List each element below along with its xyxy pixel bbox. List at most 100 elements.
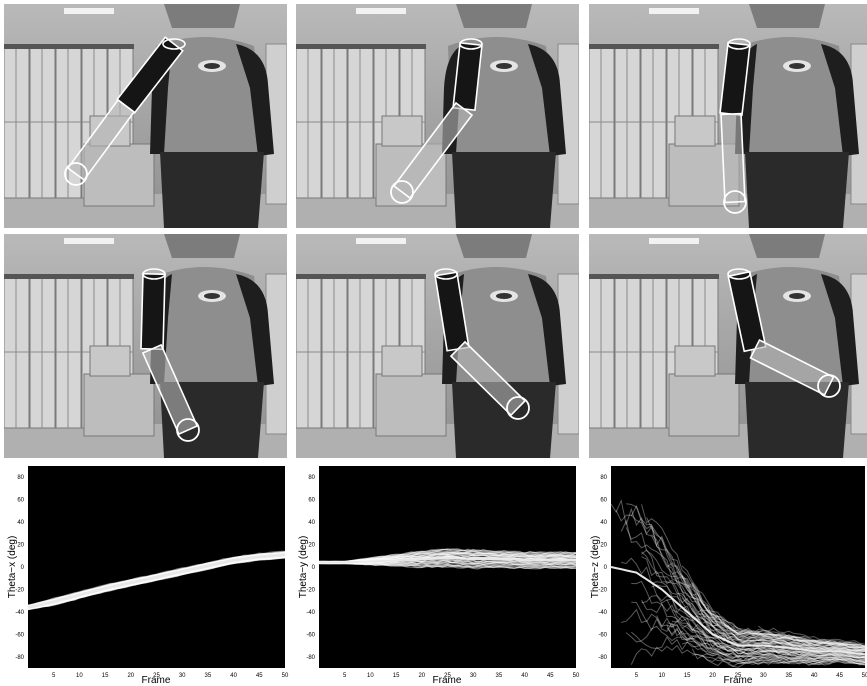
trace-line (319, 562, 577, 568)
trace-line (27, 556, 286, 610)
y-axis-label: Theta−z (deg) (590, 536, 601, 599)
mean-trace (27, 553, 286, 609)
trace-line (27, 552, 286, 607)
arm-model (434, 268, 530, 420)
trace-line (671, 615, 866, 659)
trace-line (641, 551, 866, 653)
trace-line (651, 534, 866, 650)
x-tick-label: 30 (760, 673, 767, 679)
trace-line (691, 582, 866, 648)
trace-line (646, 517, 866, 648)
chart-theta-z: 5 10 15 20 25 30 35 40 45 50 -80 -60 -40 -20 0 20 40 60 80… (583, 463, 867, 686)
trace-line (318, 553, 577, 563)
trace-line (630, 504, 866, 648)
y-tick-label: -60 (15, 632, 24, 638)
x-tick-label: 25 (153, 673, 160, 679)
trace-line (758, 636, 866, 651)
arm-model (390, 38, 483, 204)
trace-line (666, 622, 866, 661)
y-tick-label: 0 (312, 565, 316, 571)
trace-line (758, 641, 866, 654)
y-tick-label: 80 (17, 475, 24, 481)
y-tick-label: -40 (598, 610, 607, 616)
trace-line (318, 562, 576, 570)
trace-line (27, 551, 286, 607)
y-tick-label: 80 (600, 475, 607, 481)
trace-line (656, 615, 866, 663)
trace-line (671, 571, 866, 651)
x-tick-label: 40 (811, 673, 818, 679)
trace-line (318, 562, 577, 568)
arm-model (64, 36, 186, 186)
trace-line (27, 551, 286, 607)
x-tick-label: 50 (282, 673, 289, 679)
y-tick-label: 20 (308, 543, 315, 549)
trace-line (319, 562, 577, 568)
trace-line (318, 549, 577, 563)
mean-trace (319, 556, 576, 564)
trace-line (666, 566, 866, 650)
trace-line (27, 555, 286, 610)
ceiling-light (64, 8, 114, 14)
trace-line (319, 561, 577, 567)
trace-line (681, 597, 866, 652)
photo-scene (4, 4, 287, 228)
trace-line (27, 556, 286, 610)
y-tick-label: 40 (600, 520, 607, 526)
y-tick-label: -20 (15, 587, 24, 593)
x-tick-label: 45 (547, 673, 554, 679)
trace-line (319, 550, 577, 563)
x-tick-label: 30 (470, 673, 477, 679)
trace-line (610, 499, 866, 649)
trace-line (27, 557, 286, 611)
trace-line (757, 625, 866, 645)
x-tick-label: 5 (635, 673, 639, 679)
ceiling-light (356, 8, 406, 14)
x-tick-label: 25 (735, 673, 742, 679)
y-tick-label: 40 (308, 520, 315, 526)
trace-line (630, 631, 866, 664)
monitor-box (89, 345, 131, 377)
trace-line (666, 627, 866, 662)
photo-frame-5 (296, 234, 579, 458)
plot-area (611, 466, 865, 668)
y-tick-label: -80 (15, 655, 24, 661)
trace-line (27, 556, 286, 610)
x-tick-label: 5 (52, 673, 56, 679)
trace-line (641, 549, 866, 652)
trace-line (27, 551, 286, 606)
trace-line (630, 644, 866, 666)
trace-line (748, 655, 866, 663)
trace-line (631, 580, 866, 658)
x-tick-label: 40 (521, 673, 528, 679)
monitor-box (674, 115, 716, 147)
trace-line (691, 618, 866, 658)
trace-line (318, 548, 577, 562)
data-marks (27, 550, 286, 611)
y-tick-label: -20 (598, 587, 607, 593)
trace-line (615, 510, 866, 651)
trace-line (727, 660, 866, 667)
arm-model (727, 268, 841, 398)
trace-line (27, 550, 286, 606)
y-tick-label: 40 (17, 520, 24, 526)
photo-scene (589, 234, 867, 458)
x-tick-label: 20 (709, 673, 716, 679)
hand-circle (176, 418, 200, 442)
jeans (745, 152, 849, 228)
trace-line (27, 551, 286, 607)
trace-line (671, 610, 866, 660)
trace-line (318, 551, 577, 563)
chart-theta-z-svg: 5 10 15 20 25 30 35 40 45 50 -80 -60 -40 -20 0 20 40 60 80… (590, 466, 867, 686)
trace-line (626, 503, 866, 649)
x-tick-label: 30 (179, 673, 186, 679)
x-tick-label: 15 (393, 673, 400, 679)
data-marks (610, 499, 866, 668)
trace-line (318, 551, 577, 563)
trace-line (681, 565, 866, 647)
trace-line (27, 556, 286, 610)
y-tick-label: -60 (306, 632, 315, 638)
x-tick-label: 20 (418, 673, 425, 679)
y-tick-label: 20 (17, 543, 24, 549)
y-tick-label: 0 (21, 565, 25, 571)
